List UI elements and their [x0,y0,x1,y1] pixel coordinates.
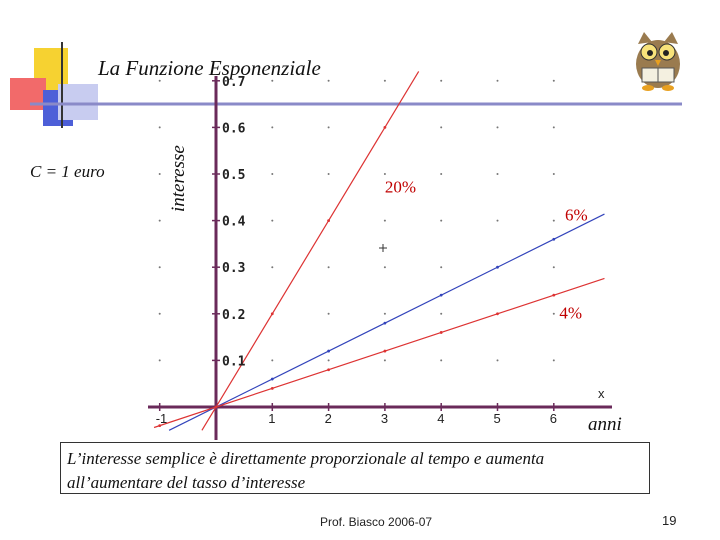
series-point [496,312,499,316]
x-tick-label: 4 [437,411,444,426]
page-number: 19 [662,513,677,528]
grid-dot [158,79,161,82]
grid-dot [327,266,330,269]
series-label: 6% [565,206,588,225]
series-point [383,126,387,129]
x-tick-label: 1 [268,411,275,426]
x-tick-label: 6 [550,411,557,426]
footer-author: Prof. Biasco 2006-07 [320,515,433,529]
y-tick-label: 0.2 [222,308,245,323]
series-point [214,405,218,409]
x-tick-label: 3 [381,411,388,426]
grid-dot [496,79,499,82]
x-axis-label: anni [588,414,622,435]
grid-dot [552,266,555,269]
grid-dot [327,173,330,175]
series-point [552,237,556,241]
grid-dot [158,266,161,269]
y-tick-label: 0.7 [222,75,245,90]
grid-dot [327,359,330,362]
series-point [439,331,443,334]
grid-dot [158,359,161,362]
grid-dot [440,266,443,269]
series-point [270,386,274,390]
grid-dot [383,359,386,362]
series-point [327,368,330,372]
grid-dot [496,359,499,362]
grid-dot [327,312,330,315]
series-point [327,219,330,223]
grid-dot [327,126,330,129]
grid-dot [552,173,555,175]
y-tick-label: 0.4 [222,215,246,230]
slide-title: La Funzione Esponenziale [98,56,321,80]
grid-dot [383,266,386,269]
grid-dot [552,219,555,222]
grid-dot [271,173,274,175]
grid-dot [271,266,274,269]
x-tick-label: 5 [494,411,501,426]
grid-dot [440,173,443,175]
grid-dot [271,219,274,222]
caption-box: L’interesse semplice è direttamente prop… [60,442,650,494]
y-axis-label: interesse [168,145,189,212]
grid-dot [383,219,386,222]
grid-dot [440,126,443,129]
series-point [158,424,162,428]
grid-dot [158,126,161,129]
grid-dot [158,219,161,222]
owl-reading-icon [636,32,680,91]
grid-dot [158,312,161,315]
grid-dot [552,126,555,129]
grid-dot [440,79,443,82]
grid-dot [496,126,499,129]
series-line-4pct [153,277,605,429]
grid-dot [440,219,443,222]
grid-dot [552,359,555,362]
grid-dot [552,312,555,315]
deco-light-square [58,84,98,120]
grid-dot [271,359,274,362]
grid-dot [327,79,330,82]
chart-series [153,71,605,431]
series-point [383,321,387,325]
grid-dot [271,126,274,129]
series-label: 4% [559,303,582,322]
grid-dot [552,79,555,82]
series-point [552,293,556,297]
x-tick-label: 2 [325,411,332,426]
slide-decoration [10,42,682,128]
y-tick-label: 0.3 [222,261,245,276]
y-tick-label: 0.1 [222,354,246,369]
grid-dot [383,79,386,82]
grid-dot [158,173,161,175]
grid-dot [440,312,443,315]
series-point [439,293,443,297]
capital-label: C = 1 euro [30,162,105,181]
grid-dot [271,79,274,82]
series-point [270,312,274,316]
grid-dot [383,173,386,175]
chart-labels: 20% 6% 4% x anni [385,178,622,435]
series-point [327,349,330,353]
chart-ticks: 0.1 0.2 0.3 0.4 0.5 0.6 0.7 -1 1 2 3 4 5 6 [156,75,557,426]
chart-axes [148,76,612,440]
y-tick-label: 0.5 [222,168,245,183]
series-line-6pct [168,213,605,431]
series-point [496,265,499,269]
series-point [270,377,274,381]
x-tick-label: -1 [156,411,168,426]
series-label: 20% [385,178,416,197]
grid-dot [496,219,499,222]
series-point [383,349,387,353]
x-axis-mark: x [598,386,605,401]
grid-dot [383,312,386,315]
grid-dot [496,173,499,175]
y-tick-label: 0.6 [222,121,246,136]
series-line-20pct [201,71,420,431]
grid-dot [440,359,443,362]
